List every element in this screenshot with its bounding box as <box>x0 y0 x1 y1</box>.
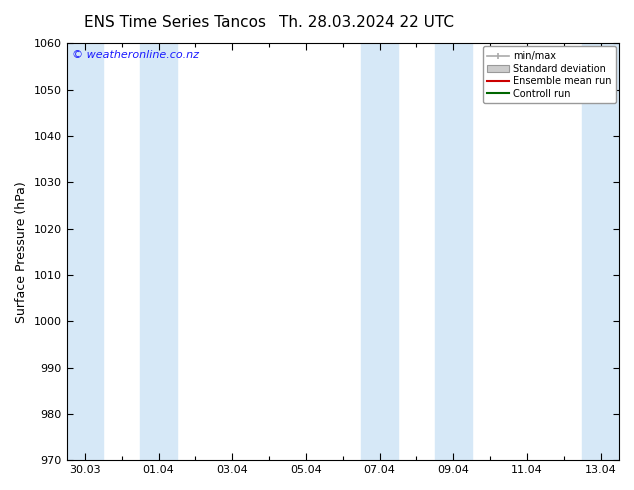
Text: Th. 28.03.2024 22 UTC: Th. 28.03.2024 22 UTC <box>279 15 454 30</box>
Text: © weatheronline.co.nz: © weatheronline.co.nz <box>72 50 199 60</box>
Text: ENS Time Series Tancos: ENS Time Series Tancos <box>84 15 266 30</box>
Bar <box>140 44 177 460</box>
Y-axis label: Surface Pressure (hPa): Surface Pressure (hPa) <box>15 181 28 323</box>
Bar <box>582 44 619 460</box>
Legend: min/max, Standard deviation, Ensemble mean run, Controll run: min/max, Standard deviation, Ensemble me… <box>482 47 616 103</box>
Bar <box>67 44 103 460</box>
Bar <box>435 44 472 460</box>
Bar <box>361 44 398 460</box>
